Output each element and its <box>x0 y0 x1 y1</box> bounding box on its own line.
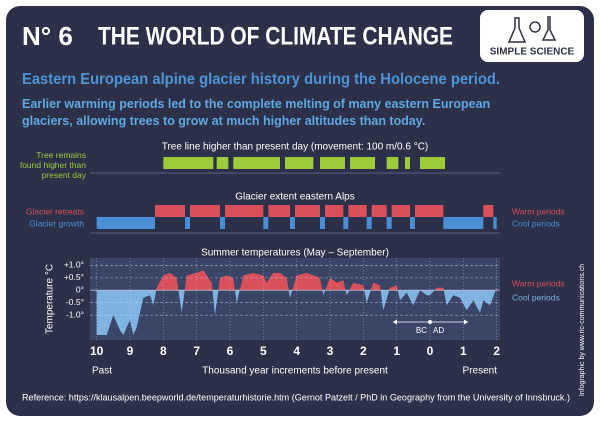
period-bar <box>493 217 497 229</box>
period-bar <box>185 217 190 229</box>
side-label: Warm periods <box>512 206 565 216</box>
y-tick-label: -0.5° <box>66 297 84 307</box>
annotation: BC <box>416 326 427 335</box>
legend-label: Glacier retreats <box>26 206 84 216</box>
y-tick-label: +0.5° <box>64 272 84 282</box>
period-bar <box>285 157 314 169</box>
logo-icon <box>507 16 557 43</box>
period-bar <box>420 157 445 169</box>
reference: Reference: https://klausalpen.beepworld.… <box>22 393 570 404</box>
period-bar <box>268 205 290 217</box>
legend-label: Glacier growth <box>29 218 84 228</box>
period-bar <box>386 157 399 169</box>
y-tick-label: +1.0° <box>64 260 84 270</box>
x-tick-label: 5 <box>260 344 267 358</box>
logo-box <box>480 10 584 62</box>
period-bar <box>405 157 410 169</box>
y-tick-label: -1.0° <box>66 309 84 319</box>
period-bar <box>225 205 264 217</box>
period-bar <box>155 205 185 217</box>
panel-title: Tree line higher than present day (movem… <box>162 142 429 153</box>
side-label: Cool periods <box>512 218 560 228</box>
period-bar <box>343 217 349 229</box>
temperature-area <box>96 270 497 335</box>
credit: Infographic by www.ric-communications.ch <box>579 264 586 396</box>
legend-warm: Warm periods <box>512 278 565 288</box>
period-bar <box>290 217 295 229</box>
period-bar <box>263 217 269 229</box>
legend-cool: Cool periods <box>512 292 560 302</box>
x-tick-label: 1 <box>393 344 400 358</box>
x-tick-label: 7 <box>193 344 200 358</box>
x-tick-label: 0 <box>427 344 434 358</box>
period-bar <box>366 217 372 229</box>
period-bar <box>483 205 494 217</box>
x-tick-label: 1 <box>460 344 467 358</box>
period-bar <box>163 157 214 169</box>
period-bar <box>216 157 229 169</box>
period-bar <box>295 205 320 217</box>
x-tick-label: 2 <box>360 344 367 358</box>
period-bar <box>350 157 375 169</box>
period-bar <box>410 217 415 229</box>
x-tick-label: 3 <box>327 344 334 358</box>
period-bar <box>190 205 220 217</box>
x-tick-label: 4 <box>293 344 300 358</box>
issue-number: N° 6 <box>22 21 73 51</box>
period-bar <box>443 217 484 229</box>
period-bar <box>371 205 387 217</box>
panel-title: Summer temperatures (May – September) <box>201 248 389 259</box>
period-bar <box>386 217 392 229</box>
logo-text: SIMPLE SCIENCE <box>490 47 575 58</box>
subtitle: Eastern European alpine glacier history … <box>22 71 500 88</box>
period-bar <box>348 205 367 217</box>
period-bar <box>220 217 225 229</box>
period-bar <box>320 157 345 169</box>
era-dot <box>428 320 432 324</box>
x-end-label: Present <box>463 366 498 377</box>
period-bar <box>96 217 155 229</box>
period-bar <box>233 157 280 169</box>
x-start-label: Past <box>92 366 112 377</box>
period-bar <box>415 205 444 217</box>
panel-title: Glacier extent eastern Alps <box>235 192 355 203</box>
x-tick-label: 2 <box>493 344 500 358</box>
x-axis-title: Thousand year increments before present <box>202 366 388 377</box>
x-tick-label: 8 <box>160 344 167 358</box>
period-bar <box>391 205 410 217</box>
y-tick-label: 0° <box>76 285 84 295</box>
plot-background <box>90 258 500 340</box>
y-axis-title: Temperature °C <box>45 264 56 334</box>
x-tick-label: 10 <box>90 344 104 358</box>
intro: Earlier warming periods led to the compl… <box>22 97 491 128</box>
annotation: AD <box>433 326 444 335</box>
x-tick-label: 9 <box>127 344 134 358</box>
legend-label: Tree remains found higher than present d… <box>19 150 86 180</box>
period-bar <box>325 205 344 217</box>
page-title: THE WORLD OF CLIMATE CHANGE <box>98 23 453 51</box>
period-bar <box>320 217 325 229</box>
x-tick-label: 6 <box>227 344 234 358</box>
